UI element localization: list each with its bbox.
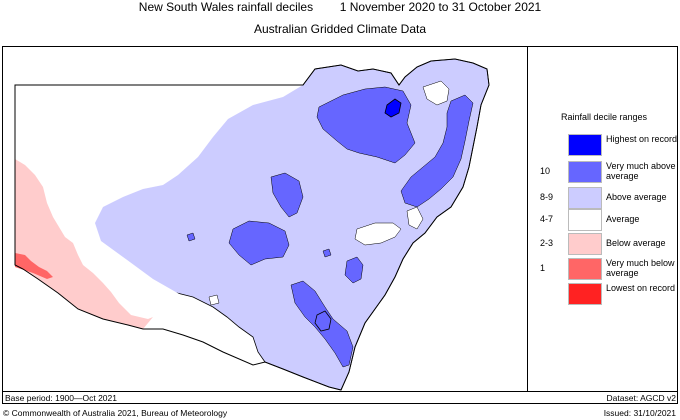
legend-swatch-below — [568, 233, 602, 255]
legend-item-average: 4-7 Average — [530, 209, 678, 231]
region-very-much-above-small-south — [344, 256, 364, 284]
legend-range: 1 — [540, 263, 546, 273]
region-average-northeast — [422, 80, 450, 106]
legend-range: 2-3 — [540, 238, 554, 248]
region-highest-on-record — [384, 98, 402, 118]
region-average-dot — [208, 294, 220, 306]
dataset-label: Dataset: AGCD v2 — [606, 393, 676, 403]
legend-swatch-very-much-above — [568, 161, 602, 183]
legend-range: 4-7 — [540, 214, 554, 224]
region-average-coast — [406, 206, 424, 230]
legend-swatch-average — [568, 209, 602, 231]
map-title: New South Wales rainfall deciles 1 Novem… — [138, 0, 542, 14]
base-period: Base period: 1900—Oct 2021 — [5, 393, 117, 403]
act-border — [314, 310, 332, 332]
legend-title: Rainfall decile ranges — [560, 112, 648, 122]
region-very-much-above-dot2 — [186, 232, 196, 242]
nsw-rainfall-map — [14, 58, 490, 391]
region-average-east — [354, 222, 402, 246]
region-very-much-above-dot — [322, 248, 332, 258]
legend-item-above: 8-9 Above average — [530, 187, 678, 209]
footer-divider — [2, 391, 678, 392]
legend-label: Very much above average — [606, 161, 676, 181]
legend-range: 8-9 — [540, 192, 554, 202]
region-very-much-above-south — [290, 280, 354, 368]
region-very-much-above-central — [228, 220, 290, 266]
legend-item-lowest: Lowest on record — [530, 283, 678, 305]
legend-range: 10 — [540, 166, 551, 176]
legend-label: Average — [606, 214, 640, 224]
legend-swatch-lowest — [568, 283, 602, 305]
map-frame — [2, 46, 678, 404]
legend-divider — [527, 46, 528, 391]
legend-label: Above average — [606, 192, 667, 202]
legend-label: Below average — [606, 238, 666, 248]
region-very-much-above-small-north — [270, 172, 304, 218]
legend-label: Very much below average — [606, 258, 675, 278]
legend-swatch-above — [568, 187, 602, 209]
copyright: © Commonwealth of Australia 2021, Bureau… — [3, 408, 228, 418]
legend-item-below: 2-3 Below average — [530, 233, 678, 255]
legend-label: Highest on record — [606, 134, 678, 144]
region-average-south — [153, 313, 265, 365]
state-outline — [14, 58, 490, 391]
region-very-much-below — [15, 253, 53, 279]
legend-swatch-very-much-below — [568, 258, 602, 280]
legend-item-very-much-above: 10 Very much above average — [530, 161, 678, 183]
legend-swatch-highest — [568, 134, 602, 156]
map-subtitle: Australian Gridded Climate Data — [253, 22, 427, 36]
legend-item-highest: Highest on record — [530, 134, 678, 156]
legend-item-very-much-below: 1 Very much below average — [530, 258, 678, 280]
legend-label: Lowest on record — [606, 283, 676, 293]
issued-date: Issued: 31/10/2021 — [603, 408, 676, 418]
